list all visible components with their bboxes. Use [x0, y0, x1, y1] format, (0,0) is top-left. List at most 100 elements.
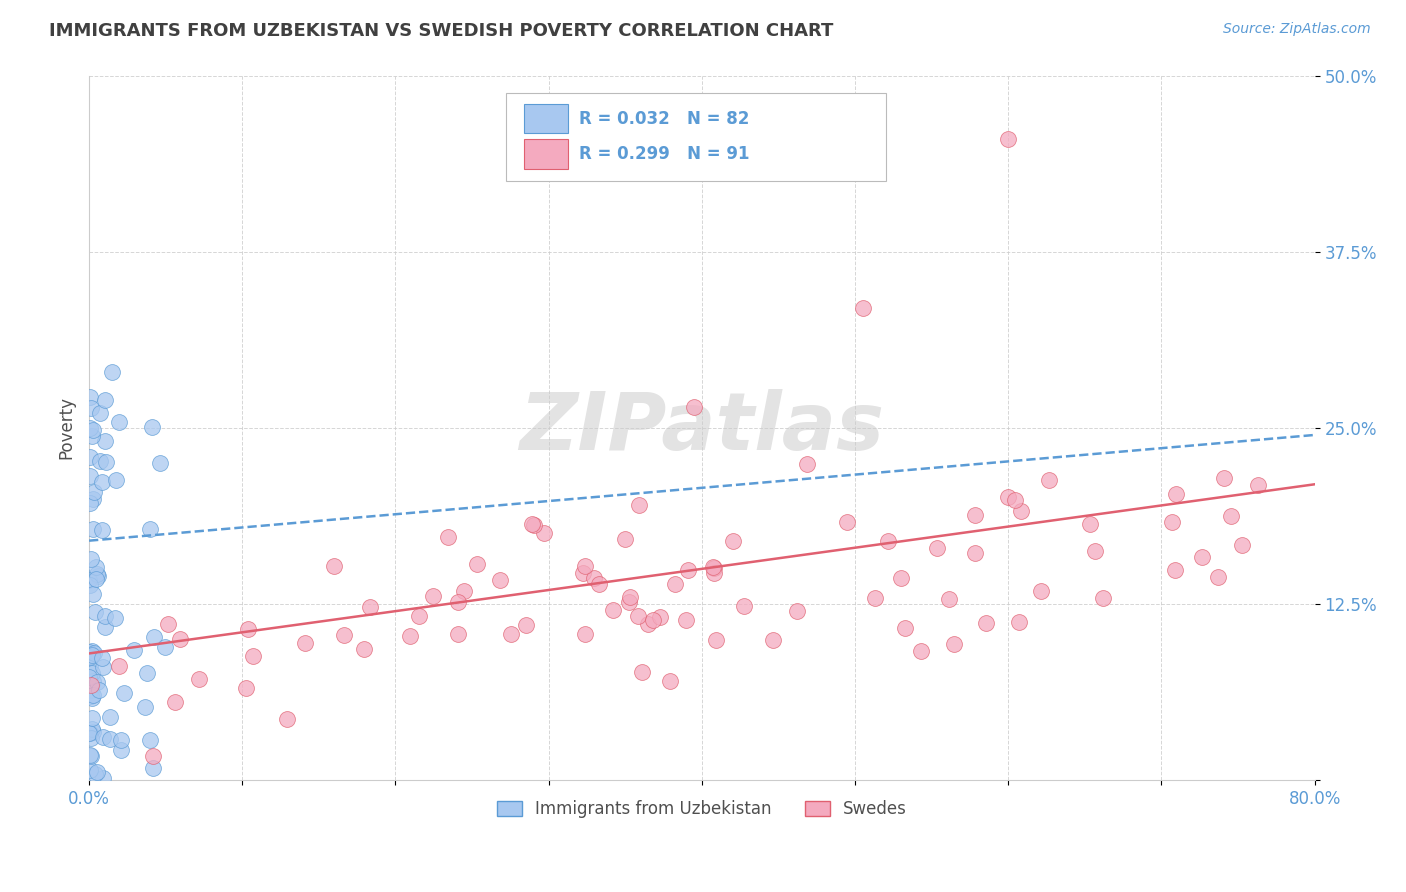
- Point: [890, 571, 912, 585]
- Point: [1213, 471, 1236, 485]
- Point: [294, 636, 316, 650]
- Point: [322, 558, 344, 573]
- Point: [89, 406, 111, 420]
- Point: [1164, 563, 1187, 577]
- Point: [100, 732, 122, 747]
- Text: R = 0.032   N = 82: R = 0.032 N = 82: [579, 110, 749, 128]
- Point: [169, 632, 191, 647]
- Point: [91, 475, 114, 489]
- Point: [84, 605, 107, 619]
- Point: [408, 609, 430, 624]
- Point: [453, 584, 475, 599]
- Point: [104, 611, 127, 625]
- Point: [86, 566, 108, 581]
- FancyBboxPatch shape: [524, 139, 568, 169]
- FancyBboxPatch shape: [506, 93, 886, 181]
- Point: [1191, 550, 1213, 565]
- Point: [683, 400, 706, 414]
- Point: [631, 665, 654, 679]
- Point: [523, 518, 546, 533]
- Point: [1246, 477, 1268, 491]
- Legend: Immigrants from Uzbekistan, Swedes: Immigrants from Uzbekistan, Swedes: [489, 794, 914, 825]
- Point: [89, 454, 111, 468]
- Point: [1078, 516, 1101, 531]
- Point: [79, 689, 101, 703]
- Point: [80, 666, 103, 681]
- Point: [80, 683, 103, 698]
- Point: [533, 526, 555, 541]
- Point: [77, 573, 100, 587]
- Point: [139, 522, 162, 536]
- Y-axis label: Poverty: Poverty: [58, 396, 75, 459]
- Point: [235, 681, 257, 695]
- Point: [79, 496, 101, 510]
- Point: [242, 648, 264, 663]
- Point: [1008, 615, 1031, 629]
- Point: [863, 591, 886, 606]
- Text: R = 0.299   N = 91: R = 0.299 N = 91: [579, 145, 749, 162]
- Point: [333, 628, 356, 642]
- Text: IMMIGRANTS FROM UZBEKISTAN VS SWEDISH POVERTY CORRELATION CHART: IMMIGRANTS FROM UZBEKISTAN VS SWEDISH PO…: [49, 22, 834, 40]
- FancyBboxPatch shape: [524, 103, 568, 133]
- Point: [925, 541, 948, 555]
- Point: [136, 666, 159, 681]
- Point: [79, 748, 101, 763]
- Point: [627, 609, 650, 624]
- Point: [83, 485, 105, 500]
- Point: [94, 434, 117, 448]
- Point: [94, 608, 117, 623]
- Point: [93, 620, 115, 634]
- Point: [1161, 515, 1184, 529]
- Point: [997, 490, 1019, 504]
- Point: [628, 498, 651, 512]
- Point: [1219, 509, 1241, 524]
- Point: [142, 630, 165, 644]
- Point: [80, 683, 103, 698]
- Point: [619, 595, 641, 609]
- Point: [105, 473, 128, 487]
- Point: [79, 450, 101, 465]
- Point: [82, 644, 104, 658]
- Point: [89, 682, 111, 697]
- Point: [80, 401, 103, 416]
- Point: [613, 532, 636, 546]
- Point: [84, 572, 107, 586]
- Point: [704, 632, 727, 647]
- Point: [79, 649, 101, 664]
- Point: [515, 618, 537, 632]
- Point: [938, 591, 960, 606]
- Text: ZIPatlas: ZIPatlas: [519, 389, 884, 467]
- Point: [658, 674, 681, 689]
- Point: [422, 589, 444, 603]
- Point: [82, 711, 104, 725]
- Point: [79, 421, 101, 435]
- Point: [703, 560, 725, 574]
- Point: [79, 659, 101, 673]
- Point: [359, 599, 381, 614]
- Point: [974, 616, 997, 631]
- Point: [83, 646, 105, 660]
- Point: [108, 415, 131, 429]
- Point: [588, 577, 610, 591]
- Point: [1164, 487, 1187, 501]
- Point: [574, 627, 596, 641]
- Point: [942, 637, 965, 651]
- Point: [894, 621, 917, 635]
- Point: [877, 533, 900, 548]
- Point: [762, 633, 785, 648]
- Point: [91, 771, 114, 785]
- Point: [835, 516, 858, 530]
- Point: [79, 390, 101, 404]
- Point: [93, 393, 115, 408]
- Point: [910, 644, 932, 658]
- Point: [188, 672, 211, 686]
- Point: [91, 730, 114, 744]
- Point: [82, 673, 104, 688]
- Point: [997, 132, 1019, 146]
- Point: [82, 491, 104, 506]
- Point: [1038, 473, 1060, 487]
- Point: [80, 429, 103, 443]
- Point: [134, 699, 156, 714]
- Point: [80, 690, 103, 705]
- Point: [79, 731, 101, 745]
